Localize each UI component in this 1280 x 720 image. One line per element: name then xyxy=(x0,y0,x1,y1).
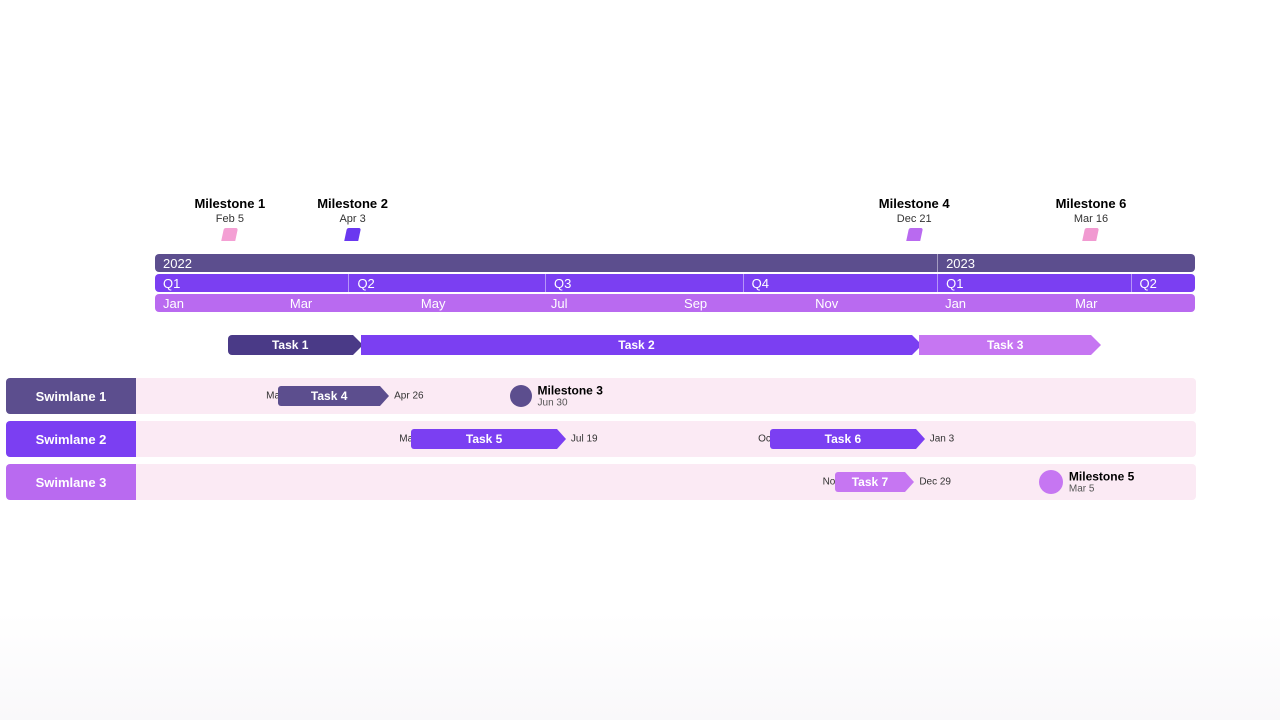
milestone-title: Milestone 6 xyxy=(1056,196,1127,211)
swimlane-header: Swimlane 3 xyxy=(6,464,136,500)
task-bar: Task 3 xyxy=(919,335,1091,355)
milestone-inline-label: Milestone 5Mar 5 xyxy=(1069,470,1134,495)
milestone-flag-icon xyxy=(1083,228,1100,241)
task-label: Task 1 xyxy=(272,338,308,352)
task-bar: Task 2 xyxy=(361,335,912,355)
swimlane-body: May 10 Task 5 Jul 19 Oct 25 Task 6 Jan 3 xyxy=(136,421,1196,457)
month-label: Sep xyxy=(684,294,707,312)
task-label: Task 2 xyxy=(618,338,654,352)
task-end-date: Dec 29 xyxy=(919,477,951,488)
band-segment: Q2 xyxy=(1131,274,1195,292)
month-label: Jul xyxy=(551,294,568,312)
month-label: Jan xyxy=(945,294,966,312)
month-label: Jan xyxy=(163,294,184,312)
swimlane: Swimlane 1 Mar 9 Task 4 Apr 26 Milestone 3Ju… xyxy=(6,378,1196,414)
month-band: Jan Mar May Jul Sep Nov Jan Mar xyxy=(155,294,1195,312)
milestone-top: Milestone 4 Dec 21 xyxy=(879,196,950,241)
task-start-date: May 10 xyxy=(399,434,405,445)
task-label: Task 3 xyxy=(987,338,1023,352)
milestone-top: Milestone 1 Feb 5 xyxy=(194,196,265,241)
milestone-date: Dec 21 xyxy=(879,213,950,225)
swimlane-task-bar: Task 4 xyxy=(278,386,380,406)
task-start-date: Oct 25 xyxy=(758,434,764,445)
chevron-right-icon xyxy=(1091,335,1101,355)
year-band: 20222023 xyxy=(155,254,1195,272)
chevron-right-icon xyxy=(905,472,914,492)
task-end-date: Apr 26 xyxy=(394,391,423,402)
band-segment: Q2 xyxy=(348,274,545,292)
milestone-circle-icon xyxy=(510,385,532,407)
milestone-top: Milestone 6 Mar 16 xyxy=(1056,196,1127,241)
milestone-title: Milestone 3 xyxy=(538,384,603,398)
task-end-date: Jan 3 xyxy=(930,434,954,445)
milestone-flag-icon xyxy=(221,228,238,241)
month-label: Mar xyxy=(1075,294,1097,312)
milestone-circle-icon xyxy=(1039,470,1063,494)
task-label: Task 6 xyxy=(825,432,861,446)
band-segment: Q1 xyxy=(155,274,348,292)
milestone-title: Milestone 5 xyxy=(1069,470,1134,484)
swimlane-body: Nov 24 Task 7 Dec 29 Milestone 5Mar 5 xyxy=(136,464,1196,500)
band-segment: 2022 xyxy=(155,254,937,272)
swimlane-task-bar: Task 5 xyxy=(411,429,557,449)
task-end-date: Jul 19 xyxy=(571,434,598,445)
milestone-date: Jun 30 xyxy=(538,398,603,409)
task-label: Task 5 xyxy=(466,432,502,446)
band-segment: Q3 xyxy=(545,274,743,292)
swimlane: Swimlane 3 Nov 24 Task 7 Dec 29 Milestone 5M… xyxy=(6,464,1196,500)
chevron-right-icon xyxy=(380,386,389,406)
milestone-date: Mar 16 xyxy=(1056,213,1127,225)
milestone-date: Feb 5 xyxy=(194,213,265,225)
month-label: May xyxy=(421,294,446,312)
milestone-flag-icon xyxy=(344,228,361,241)
chevron-right-icon xyxy=(916,429,925,449)
swimlane-header: Swimlane 1 xyxy=(6,378,136,414)
chevron-right-icon xyxy=(557,429,566,449)
milestone-date: Apr 3 xyxy=(317,213,388,225)
milestone-date: Mar 5 xyxy=(1069,484,1134,495)
milestone-title: Milestone 2 xyxy=(317,196,388,211)
band-segment: Q1 xyxy=(937,274,1130,292)
band-segment: 2023 xyxy=(937,254,1195,272)
swimlane-task-bar: Task 7 xyxy=(835,472,906,492)
milestone-title: Milestone 1 xyxy=(194,196,265,211)
milestone-title: Milestone 4 xyxy=(879,196,950,211)
task-bar: Task 1 xyxy=(228,335,353,355)
task-label: Task 4 xyxy=(311,389,347,403)
swimlane: Swimlane 2 May 10 Task 5 Jul 19 Oct 25 Task 6… xyxy=(6,421,1196,457)
swimlane-header: Swimlane 2 xyxy=(6,421,136,457)
month-label: Mar xyxy=(290,294,312,312)
swimlane-task-bar: Task 6 xyxy=(770,429,916,449)
milestone-inline-label: Milestone 3Jun 30 xyxy=(538,384,603,409)
milestone-flag-icon xyxy=(906,228,923,241)
band-segment: Q4 xyxy=(743,274,937,292)
quarter-band: Q1Q2Q3Q4Q1Q2 xyxy=(155,274,1195,292)
swimlane-body: Mar 9 Task 4 Apr 26 Milestone 3Jun 30 xyxy=(136,378,1196,414)
task-start-date: Nov 24 xyxy=(823,477,829,488)
task-label: Task 7 xyxy=(852,475,888,489)
main-task-row: Task 1 Task 2 Task 3 xyxy=(155,335,1195,355)
milestone-top: Milestone 2 Apr 3 xyxy=(317,196,388,241)
task-start-date: Mar 9 xyxy=(266,391,272,402)
month-label: Nov xyxy=(815,294,838,312)
